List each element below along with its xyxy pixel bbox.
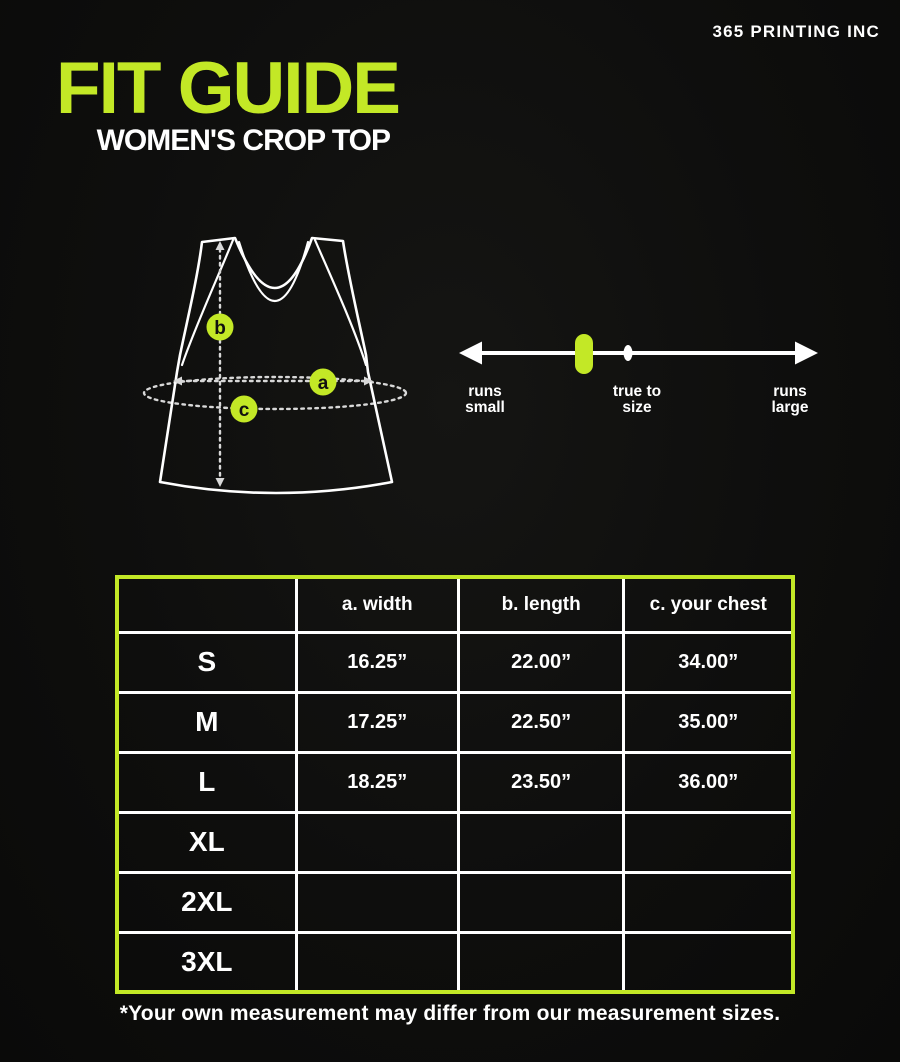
- fit-scale-label-runs-large: runs large: [771, 383, 809, 416]
- fit-scale-arrow-right-icon: [795, 341, 818, 365]
- width-value: 16.25”: [294, 630, 460, 694]
- size-table: a. width b. length c. your chest S 16.25…: [115, 575, 795, 994]
- marker-c-label: c: [239, 400, 250, 421]
- length-value: 22.50”: [456, 690, 626, 754]
- length-value: 23.50”: [456, 750, 626, 814]
- fit-scale-axis: [459, 334, 818, 374]
- armhole-right-inner-line: [313, 238, 368, 367]
- chest-value: [622, 810, 795, 874]
- armhole-left-inner-line: [180, 238, 235, 367]
- fit-scale-arrow-left-icon: [459, 341, 482, 365]
- true-to-size-dot: [623, 345, 633, 361]
- table-row-3xl: 3XL: [115, 930, 795, 994]
- chest-value: 34.00”: [622, 630, 795, 694]
- length-value: [456, 810, 626, 874]
- page-title: FIT GUIDE: [56, 48, 401, 129]
- fit-indicator-marker: [575, 334, 593, 374]
- marker-b-circle: [206, 313, 234, 341]
- width-value: 17.25”: [294, 690, 460, 754]
- marker-c-circle: [230, 395, 258, 423]
- size-label: L: [115, 750, 298, 814]
- header-width: a. width: [294, 575, 460, 634]
- table-row-xl: XL: [115, 810, 795, 874]
- chest-measure-ellipse: [142, 375, 408, 411]
- length-value: [456, 930, 626, 994]
- table-row-l: L 18.25” 23.50” 36.00”: [115, 750, 795, 814]
- size-label: S: [115, 630, 298, 694]
- header-length: b. length: [456, 575, 626, 634]
- size-label: M: [115, 690, 298, 754]
- length-arrow-down-icon: [215, 478, 225, 487]
- table-row-2xl: 2XL: [115, 870, 795, 934]
- width-value: 18.25”: [294, 750, 460, 814]
- size-label: 3XL: [115, 930, 298, 994]
- marker-a-label: a: [318, 373, 329, 394]
- fit-scale: runs small true to size runs large: [440, 320, 840, 432]
- header-chest: c. your chest: [622, 575, 795, 634]
- marker-b-label: b: [214, 318, 226, 339]
- length-value: [456, 870, 626, 934]
- crop-top-diagram: b a c: [142, 236, 408, 495]
- width-value: [294, 870, 460, 934]
- width-arrow-right-icon: [364, 376, 373, 386]
- width-value: [294, 810, 460, 874]
- table-row-s: S 16.25” 22.00” 34.00”: [115, 630, 795, 694]
- fit-scale-label-runs-small: runs small: [465, 383, 505, 416]
- size-table-header-row: a. width b. length c. your chest: [115, 575, 795, 634]
- chest-value: 36.00”: [622, 750, 795, 814]
- tank-top-outline: [158, 236, 394, 495]
- chest-value: 35.00”: [622, 690, 795, 754]
- header-size: [115, 575, 298, 634]
- marker-a-circle: [309, 368, 337, 396]
- size-label: XL: [115, 810, 298, 874]
- marker-a: a: [309, 368, 337, 396]
- footnote: *Your own measurement may differ from ou…: [119, 1002, 781, 1025]
- brand-name: 365 PRINTING INC: [712, 22, 880, 41]
- page-subtitle: WOMEN'S CROP TOP: [96, 124, 391, 157]
- table-row-m: M 17.25” 22.50” 35.00”: [115, 690, 795, 754]
- length-value: 22.00”: [456, 630, 626, 694]
- width-value: [294, 930, 460, 994]
- marker-c: c: [230, 395, 258, 423]
- fit-scale-label-true-to-size: true to size: [612, 383, 662, 416]
- chest-value: [622, 930, 795, 994]
- collar-inner-line: [237, 240, 310, 303]
- size-label: 2XL: [115, 870, 298, 934]
- width-arrow-left-icon: [173, 376, 182, 386]
- length-arrow-up-icon: [215, 241, 225, 250]
- chest-value: [622, 870, 795, 934]
- marker-b: b: [206, 313, 234, 341]
